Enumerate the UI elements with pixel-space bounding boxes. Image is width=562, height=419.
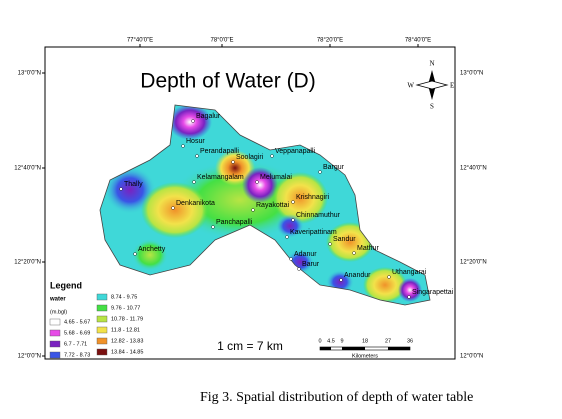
legend-label: 8.74 - 9.75 xyxy=(111,294,137,300)
place-label: Kaveripattinam xyxy=(290,229,337,236)
compass-label: W xyxy=(407,82,414,90)
place-marker xyxy=(255,180,259,184)
place-marker xyxy=(289,257,293,261)
place-label: Rayakottai xyxy=(256,202,290,209)
place-label: Hosur xyxy=(186,138,205,145)
legend-variable: water xyxy=(49,297,66,303)
place-label: Uthangarai xyxy=(392,269,427,276)
scale-tick-label: 4.5 xyxy=(327,338,335,344)
place-label: Mathur xyxy=(357,245,379,252)
map-title: Depth of Water (D) xyxy=(140,70,315,93)
place-marker xyxy=(387,275,391,279)
place-label: Sandur xyxy=(333,236,356,243)
legend-swatch xyxy=(96,326,108,334)
scale-tick-label: 36 xyxy=(407,338,413,344)
place-label: Veppanapalli xyxy=(275,148,316,155)
place-marker xyxy=(191,119,195,123)
place-label: Panchapalli xyxy=(216,219,253,226)
place-marker xyxy=(133,252,137,256)
place-marker xyxy=(270,154,274,158)
place-label: Kelamangalam xyxy=(197,174,244,181)
legend-swatch xyxy=(96,337,108,345)
place-marker xyxy=(251,208,255,212)
legend-label: 4.65 - 5.67 xyxy=(64,319,90,325)
legend-label: 12.82 - 13.83 xyxy=(111,338,143,344)
lon-label: 78°40'0"E xyxy=(405,38,431,44)
place-label: Adanur xyxy=(294,251,317,258)
place-marker xyxy=(231,160,235,164)
legend-swatch xyxy=(49,351,61,359)
lat-label: 12°20'0"N xyxy=(460,260,487,266)
legend-swatch xyxy=(96,348,108,356)
lat-label: 12°40'0"N xyxy=(460,166,487,172)
lon-label: 77°40'0"E xyxy=(127,38,153,44)
place-marker xyxy=(339,278,343,282)
place-label: Bargur xyxy=(323,164,345,171)
place-label: Bagalur xyxy=(196,113,221,120)
place-marker xyxy=(211,225,215,229)
place-label: Denkanikota xyxy=(176,200,215,207)
legend-label: 7.72 - 8.73 xyxy=(64,352,90,358)
place-marker xyxy=(297,267,301,271)
place-label: Soolagiri xyxy=(236,154,264,161)
lon-label: 78°0'0"E xyxy=(210,38,233,44)
legend-swatch xyxy=(96,293,108,301)
caption: Fig 3. Spatial distribution of depth of … xyxy=(200,390,473,405)
place-marker xyxy=(285,235,289,239)
legend-swatch xyxy=(49,318,61,326)
lat-label: 12°20'0"N xyxy=(14,260,41,266)
place-marker xyxy=(352,251,356,255)
legend-label: 6.7 - 7.71 xyxy=(64,341,87,347)
scale-tick-label: 0 xyxy=(318,338,321,344)
lat-label: 12°0'0"N xyxy=(18,354,41,360)
legend-unit: (m.bgl) xyxy=(50,309,67,315)
place-label: Anandur xyxy=(344,272,371,279)
place-marker xyxy=(195,154,199,158)
place-marker xyxy=(291,200,295,204)
scale-tick-label: 9 xyxy=(340,338,343,344)
place-marker xyxy=(318,170,322,174)
place-label: Krishnagiri xyxy=(296,194,330,201)
place-label: Chinnamuthur xyxy=(296,212,341,219)
legend-title: Legend xyxy=(50,280,82,290)
place-marker xyxy=(181,144,185,148)
legend-label: 10.78 - 11.79 xyxy=(111,316,143,322)
place-label: Thally xyxy=(124,181,143,188)
place-label: Singarapettai xyxy=(412,289,454,296)
lat-label: 12°40'0"N xyxy=(14,166,41,172)
legend-label: 13.84 - 14.85 xyxy=(111,349,143,355)
compass-label: E xyxy=(450,82,454,90)
place-label: Anchetty xyxy=(138,246,166,253)
scale-tick-label: 18 xyxy=(362,338,368,344)
legend-label: 5.68 - 6.69 xyxy=(64,330,90,336)
legend-swatch xyxy=(96,315,108,323)
place-marker xyxy=(328,242,332,246)
scale-unit: Kilometers xyxy=(352,353,378,359)
scale-bar xyxy=(319,346,411,351)
legend-label: 11.8 - 12.81 xyxy=(111,327,140,333)
place-label: Barur xyxy=(302,261,320,268)
compass-label: N xyxy=(429,60,434,68)
legend-swatch xyxy=(96,304,108,312)
compass-label: S xyxy=(430,103,434,111)
legend-swatch xyxy=(49,340,61,348)
scale-text: 1 cm = 7 km xyxy=(217,339,283,353)
legend-swatch xyxy=(49,329,61,337)
legend-label: 9.76 - 10.77 xyxy=(111,305,140,311)
place-marker xyxy=(192,180,196,184)
place-marker xyxy=(171,206,175,210)
place-label: Perandapalli xyxy=(200,148,239,155)
place-marker xyxy=(119,187,123,191)
scale-tick-label: 27 xyxy=(385,338,391,344)
lat-label: 13°0'0"N xyxy=(460,71,483,77)
place-marker xyxy=(291,218,295,222)
place-label: Melumalai xyxy=(260,174,292,181)
lon-label: 78°20'0"E xyxy=(317,38,343,44)
compass xyxy=(415,70,449,100)
lat-label: 12°0'0"N xyxy=(460,354,483,360)
lat-label: 13°0'0"N xyxy=(18,71,41,77)
place-marker xyxy=(407,295,411,299)
